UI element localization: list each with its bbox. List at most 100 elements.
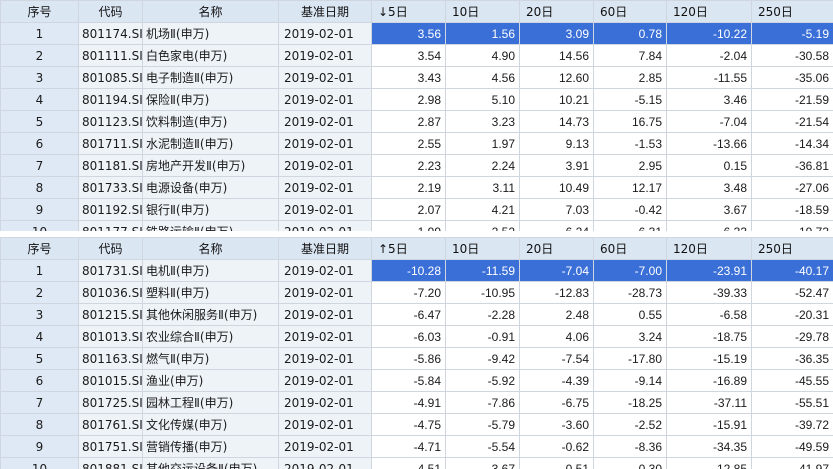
return-20d-cell[interactable]: 12.60 (519, 66, 594, 89)
row-index-cell[interactable]: 9 (0, 435, 79, 458)
return-120d-cell[interactable]: -34.35 (666, 435, 752, 458)
return-5d-cell[interactable]: 2.23 (371, 154, 446, 177)
col-header-idx[interactable]: 序号 (0, 237, 79, 260)
return-5d-cell[interactable]: -6.03 (371, 325, 446, 348)
row-index-cell[interactable]: 4 (0, 88, 79, 111)
return-10d-cell[interactable]: 4.90 (445, 44, 520, 67)
industry-name-cell[interactable]: 塑料Ⅱ(申万) (142, 281, 279, 304)
security-code-cell[interactable]: 801036.SI (78, 281, 143, 304)
table-row[interactable]: 4 801194.SI 保险Ⅱ(申万) 2019-02-01 2.98 5.10 10.21… (0, 88, 833, 111)
industry-name-cell[interactable]: 保险Ⅱ(申万) (142, 88, 279, 111)
return-10d-cell[interactable]: 3.23 (445, 110, 520, 133)
base-date-cell[interactable]: 2019-02-01 (278, 110, 372, 133)
security-code-cell[interactable]: 801163.SI (78, 347, 143, 370)
return-250d-cell[interactable]: -55.51 (751, 391, 833, 414)
return-120d-cell[interactable]: -6.58 (666, 303, 752, 326)
table-row[interactable]: 9 801192.SI 银行Ⅱ(申万) 2019-02-01 2.07 4.21 7.03-… (0, 198, 833, 221)
return-5d-cell[interactable]: 2.55 (371, 132, 446, 155)
base-date-cell[interactable]: 2019-02-01 (278, 132, 372, 155)
return-10d-cell[interactable]: 5.10 (445, 88, 520, 111)
table-row[interactable]: 8 801733.SI 电源设备(申万) 2019-02-01 2.19 3.11 10.4… (0, 176, 833, 199)
return-20d-cell[interactable]: 2.48 (519, 303, 594, 326)
return-120d-cell[interactable]: 3.46 (666, 88, 752, 111)
return-120d-cell[interactable]: 3.67 (666, 198, 752, 221)
return-10d-cell[interactable]: -11.59 (445, 259, 520, 282)
return-5d-cell[interactable]: -4.91 (371, 391, 446, 414)
table-row[interactable]: 9 801751.SI 营销传播(申万) 2019-02-01 -4.71 -5.54 -0… (0, 435, 833, 458)
return-5d-cell[interactable]: 3.43 (371, 66, 446, 89)
row-index-cell[interactable]: 6 (0, 132, 79, 155)
return-10d-cell[interactable]: -5.54 (445, 435, 520, 458)
return-5d-cell[interactable]: 2.98 (371, 88, 446, 111)
row-index-cell[interactable]: 2 (0, 281, 79, 304)
table-row[interactable]: 4 801013.SI 农业综合Ⅱ(申万) 2019-02-01 -6.03 -0.91 4… (0, 325, 833, 348)
return-5d-cell[interactable]: -4.51 (371, 457, 446, 469)
table-row[interactable]: 1 801174.SI 机场Ⅱ(申万) 2019-02-01 3.56 1.56 3.09 0… (0, 22, 833, 45)
return-120d-cell[interactable]: -16.89 (666, 369, 752, 392)
return-120d-cell[interactable]: -18.75 (666, 325, 752, 348)
return-60d-cell[interactable]: -1.53 (593, 132, 667, 155)
table-row[interactable]: 6 801711.SI 水泥制造Ⅱ(申万) 2019-02-01 2.55 1.97 9.1… (0, 132, 833, 155)
table-row[interactable]: 5 801123.SI 饮料制造(申万) 2019-02-01 2.87 3.23 14.7… (0, 110, 833, 133)
return-5d-cell[interactable]: 2.07 (371, 198, 446, 221)
return-5d-cell[interactable]: -7.20 (371, 281, 446, 304)
table-row[interactable]: 7 801181.SI 房地产开发Ⅱ(申万) 2019-02-01 2.23 2.24 3.… (0, 154, 833, 177)
industry-name-cell[interactable]: 园林工程Ⅱ(申万) (142, 391, 279, 414)
return-250d-cell[interactable]: -18.59 (751, 198, 833, 221)
row-index-cell[interactable]: 8 (0, 413, 79, 436)
return-5d-cell[interactable]: 2.87 (371, 110, 446, 133)
security-code-cell[interactable]: 801111.SI (78, 44, 143, 67)
return-20d-cell[interactable]: 14.56 (519, 44, 594, 67)
row-index-cell[interactable]: 6 (0, 369, 79, 392)
return-120d-cell[interactable]: -13.66 (666, 132, 752, 155)
return-120d-cell[interactable]: -23.91 (666, 259, 752, 282)
return-20d-cell[interactable]: 3.91 (519, 154, 594, 177)
return-10d-cell[interactable]: -5.92 (445, 369, 520, 392)
industry-name-cell[interactable]: 白色家电(申万) (142, 44, 279, 67)
return-250d-cell[interactable]: -21.59 (751, 88, 833, 111)
security-code-cell[interactable]: 801194.SI (78, 88, 143, 111)
return-10d-cell[interactable]: -0.91 (445, 325, 520, 348)
return-20d-cell[interactable]: 7.03 (519, 198, 594, 221)
base-date-cell[interactable]: 2019-02-01 (278, 176, 372, 199)
industry-name-cell[interactable]: 燃气Ⅱ(申万) (142, 347, 279, 370)
return-20d-cell[interactable]: 3.09 (519, 22, 594, 45)
security-code-cell[interactable]: 801013.SI (78, 325, 143, 348)
base-date-cell[interactable]: 2019-02-01 (278, 347, 372, 370)
return-60d-cell[interactable]: 16.75 (593, 110, 667, 133)
return-60d-cell[interactable]: -0.42 (593, 198, 667, 221)
return-10d-cell[interactable]: -9.42 (445, 347, 520, 370)
return-120d-cell[interactable]: -2.04 (666, 44, 752, 67)
table-row[interactable]: 3 801215.SI 其他休闲服务Ⅱ(申万) 2019-02-01 -6.47 -2.2… (0, 303, 833, 326)
return-120d-cell[interactable]: -12.85 (666, 457, 752, 469)
col-header-name[interactable]: 名称 (142, 237, 279, 260)
return-60d-cell[interactable]: 0.55 (593, 303, 667, 326)
return-10d-cell[interactable]: 1.56 (445, 22, 520, 45)
col-header-name[interactable]: 名称 (142, 0, 279, 23)
base-date-cell[interactable]: 2019-02-01 (278, 413, 372, 436)
industry-name-cell[interactable]: 文化传媒(申万) (142, 413, 279, 436)
return-10d-cell[interactable]: 4.21 (445, 198, 520, 221)
row-index-cell[interactable]: 1 (0, 259, 79, 282)
top-gainers-table[interactable]: 序号 代码 名称 基准日期 ↓5日 10日 20日 60日 120日 250日 … (0, 0, 833, 243)
return-250d-cell[interactable]: -35.06 (751, 66, 833, 89)
return-5d-cell[interactable]: -4.75 (371, 413, 446, 436)
col-header-code[interactable]: 代码 (78, 237, 143, 260)
col-header-120d[interactable]: 120日 (666, 237, 752, 260)
table-row[interactable]: 7 801725.SI 园林工程Ⅱ(申万) 2019-02-01 -4.91 -7.86-… (0, 391, 833, 414)
return-250d-cell[interactable]: -40.17 (751, 259, 833, 282)
table-row[interactable]: 2 801036.SI 塑料Ⅱ(申万) 2019-02-01 -7.20 -10.95 -1… (0, 281, 833, 304)
return-60d-cell[interactable]: 7.84 (593, 44, 667, 67)
industry-name-cell[interactable]: 电机Ⅱ(申万) (142, 259, 279, 282)
security-code-cell[interactable]: 801085.SI (78, 66, 143, 89)
return-60d-cell[interactable]: -8.36 (593, 435, 667, 458)
row-index-cell[interactable]: 3 (0, 303, 79, 326)
col-header-10d[interactable]: 10日 (445, 237, 520, 260)
base-date-cell[interactable]: 2019-02-01 (278, 88, 372, 111)
return-5d-cell[interactable]: 2.19 (371, 176, 446, 199)
industry-name-cell[interactable]: 营销传播(申万) (142, 435, 279, 458)
security-code-cell[interactable]: 801733.SI (78, 176, 143, 199)
return-250d-cell[interactable]: -49.59 (751, 435, 833, 458)
return-20d-cell[interactable]: -0.62 (519, 435, 594, 458)
industry-name-cell[interactable]: 银行Ⅱ(申万) (142, 198, 279, 221)
